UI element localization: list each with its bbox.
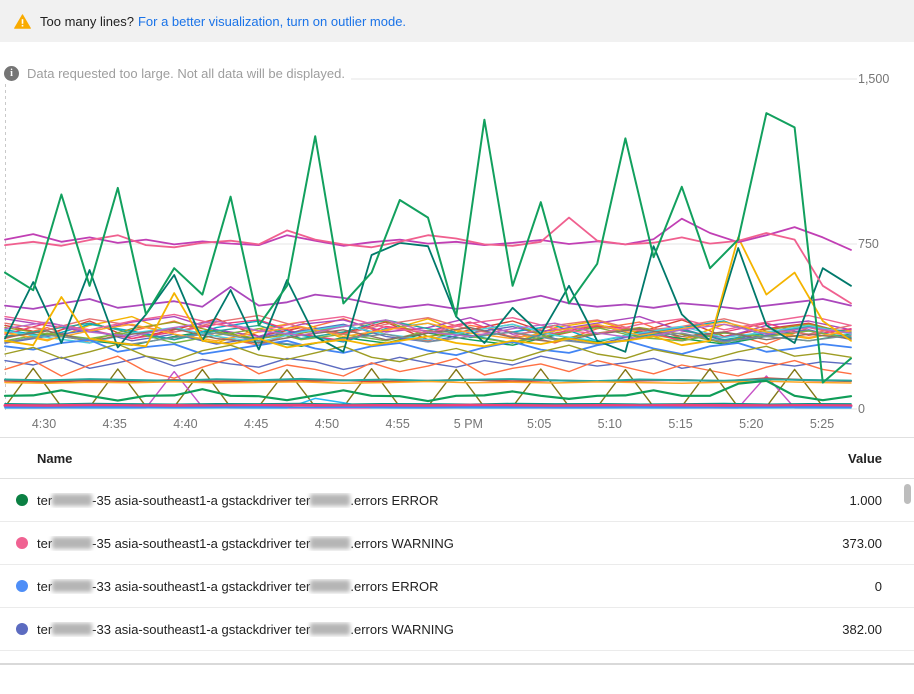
series-value: 373.00 (842, 535, 882, 551)
series-line-low-orange-wavy (4, 355, 852, 379)
series-line-dark-teal-zigzag (4, 241, 852, 353)
series-color-dot (16, 494, 28, 506)
series-line-low-indigo-wavy (4, 355, 852, 371)
series-name: ter -35 asia-southeast1-a gstackdriver te… (37, 535, 454, 551)
series-line-green-spiky (4, 112, 852, 384)
outlier-mode-link[interactable]: For a better visualization, turn on outl… (137, 13, 407, 29)
series-line-bottom-blue (4, 406, 852, 409)
x-axis-label: 5:10 (598, 417, 622, 431)
series-color-dot (16, 623, 28, 635)
y-axis-label: 0 (858, 402, 865, 416)
series-line-mid-purple-wavy (4, 285, 852, 310)
x-axis-label: 5:25 (810, 417, 834, 431)
series-name: ter -33 asia-southeast1-a gstackdriver te… (37, 578, 439, 594)
x-axis-label: 5 PM (454, 417, 483, 431)
series-line-magenta-750 (4, 217, 852, 251)
series-line-background-15 (4, 321, 852, 342)
legend-footer-divider (0, 651, 914, 665)
x-axis-label: 4:40 (173, 417, 197, 431)
series-color-dot (16, 537, 28, 549)
legend-row-2[interactable]: ter -35 asia-southeast1-a gstackdriver te… (0, 522, 914, 565)
data-truncation-notice: i Data requested too large. Not all data… (0, 66, 351, 81)
redacted-text-blur (52, 536, 93, 549)
redacted-text-blur (52, 493, 93, 506)
redacted-text-blur (310, 493, 351, 506)
x-axis-label: 5:15 (668, 417, 692, 431)
x-axis-label: 4:30 (32, 417, 56, 431)
x-axis-label: 5:20 (739, 417, 763, 431)
series-line-yellow-spiky (4, 236, 852, 349)
redacted-text-blur (52, 622, 93, 635)
redacted-text-blur (310, 579, 351, 592)
series-line-background-3 (4, 315, 852, 344)
series-line-pink-750 (4, 216, 852, 305)
legend-body: ter -35 asia-southeast1-a gstackdriver te… (0, 479, 914, 651)
series-line-background-18 (4, 319, 852, 340)
redacted-text-blur (310, 536, 351, 549)
series-value: 1.000 (849, 492, 882, 508)
series-line-low-olive-wavy (4, 343, 852, 363)
legend-header-name: Name (37, 450, 73, 466)
series-line-bottom-thick-pink (3, 403, 853, 408)
y-axis-label: 750 (858, 237, 879, 251)
series-line-background-11 (4, 326, 852, 344)
legend-row-1[interactable]: ter -35 asia-southeast1-a gstackdriver te… (0, 479, 914, 522)
series-line-background-16 (4, 326, 852, 344)
y-axis-label: 1,500 (858, 72, 889, 86)
series-line-bottom-teal (4, 402, 852, 405)
line-chart[interactable]: 0 750 1,500 4:30 4:35 4:40 4:45 4:50 4:55 5 PM 5:0… (0, 42, 914, 437)
x-axis-label: 4:35 (103, 417, 127, 431)
info-circle-icon: i (4, 66, 19, 81)
banner-message: Too many lines? (40, 13, 134, 29)
series-line-flat-orange (4, 380, 852, 385)
info-message: Data requested too large. Not all data w… (27, 66, 345, 81)
redacted-text-blur (52, 579, 93, 592)
series-value: 382.00 (842, 621, 882, 637)
redacted-text-blur (310, 622, 351, 635)
legend-table: Name Value ter -35 asia-southeast1-a gsta… (0, 437, 914, 665)
x-axis-label: 4:55 (385, 417, 409, 431)
x-axis-label: 4:50 (315, 417, 339, 431)
chart-area: 0 750 1,500 4:30 4:35 4:40 4:45 4:50 4:55 5 PM 5:0… (0, 42, 914, 437)
legend-row-4[interactable]: ter -33 asia-southeast1-a gstackdriver te… (0, 608, 914, 651)
x-axis-label: 5:05 (527, 417, 551, 431)
legend-scrollbar-thumb[interactable] (904, 484, 911, 504)
legend-header-value: Value (848, 450, 882, 466)
legend-header-row: Name Value (0, 438, 914, 479)
series-value: 0 (874, 578, 882, 594)
x-axis-label: 4:45 (244, 417, 268, 431)
series-name: ter -35 asia-southeast1-a gstackdriver te… (37, 492, 439, 508)
legend-row-3[interactable]: ter -33 asia-southeast1-a gstackdriver te… (0, 565, 914, 608)
series-line-green-bottom-steps (3, 379, 853, 403)
warning-banner: Too many lines? For a better visualizati… (0, 0, 914, 42)
series-name: ter -33 asia-southeast1-a gstackdriver te… (37, 621, 454, 637)
warning-triangle-icon (14, 13, 31, 29)
series-color-dot (16, 580, 28, 592)
